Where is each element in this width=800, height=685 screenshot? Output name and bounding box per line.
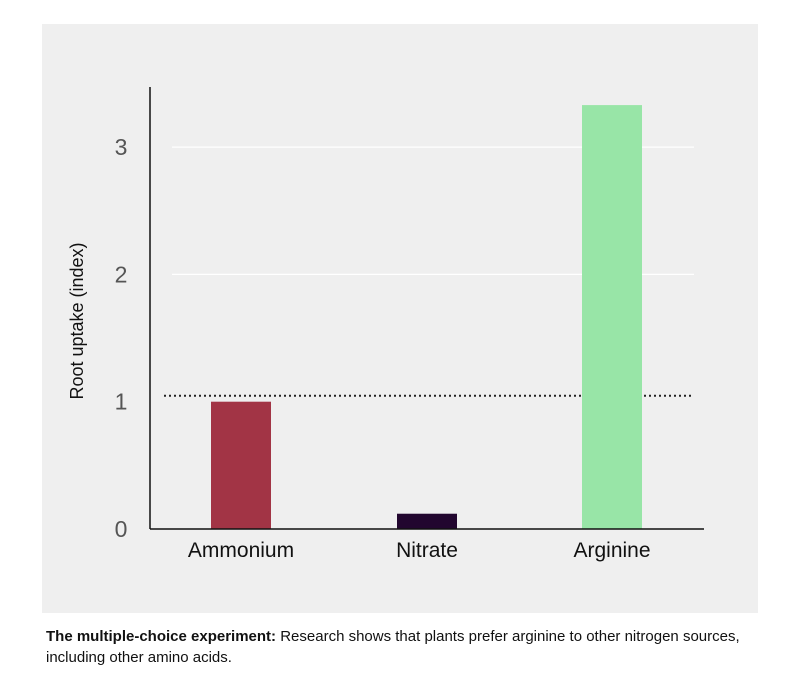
x-category-labels: Ammonium Nitrate Arginine xyxy=(188,539,651,562)
bar-ammonium xyxy=(211,401,271,529)
chart-panel: 0 1 2 3 Ammonium Nitrate Arginine Root uptake… xyxy=(42,24,758,613)
y-tick-label: 1 xyxy=(115,389,128,415)
caption-text: Research shows that plants prefer argini… xyxy=(46,628,740,666)
y-tick-label: 3 xyxy=(115,134,128,160)
caption-heading: The multiple-choice experiment: xyxy=(46,628,277,645)
bar-layer xyxy=(211,105,642,529)
y-axis-label: Root uptake (index) xyxy=(67,242,87,399)
x-category-label: Arginine xyxy=(573,539,650,562)
bar-arginine xyxy=(582,105,642,529)
x-category-label: Ammonium xyxy=(188,539,294,562)
bar-chart: 0 1 2 3 Ammonium Nitrate Arginine Root uptake… xyxy=(67,87,704,562)
x-category-label: Nitrate xyxy=(396,539,458,562)
y-tick-label: 0 xyxy=(115,516,128,542)
bar-nitrate xyxy=(397,513,457,529)
y-tick-labels: 0 1 2 3 xyxy=(115,134,128,542)
figure-caption: The multiple-choice experiment: Research… xyxy=(46,626,766,668)
y-tick-label: 2 xyxy=(115,261,128,287)
